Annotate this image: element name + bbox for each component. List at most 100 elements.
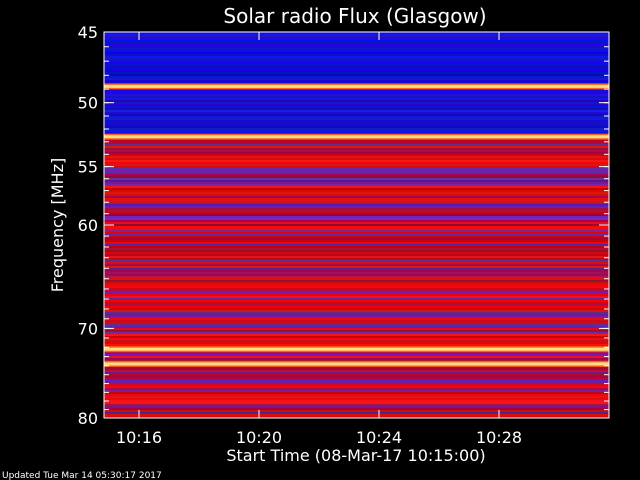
heatmap-row bbox=[104, 282, 609, 285]
heatmap-row bbox=[104, 322, 609, 325]
heatmap-row bbox=[104, 168, 609, 171]
heatmap-row bbox=[104, 370, 609, 373]
heatmap-row bbox=[104, 174, 609, 177]
heatmap-row bbox=[104, 274, 609, 277]
heatmap-row bbox=[104, 312, 609, 315]
heatmap-row bbox=[104, 286, 609, 289]
heatmap-row bbox=[104, 34, 609, 37]
heatmap-row bbox=[104, 152, 609, 155]
heatmap-row bbox=[104, 298, 609, 301]
heatmap-row bbox=[104, 36, 609, 39]
heatmap-row bbox=[104, 208, 609, 211]
heatmap-row bbox=[104, 260, 609, 263]
x-tick-label: 10:16 bbox=[116, 428, 162, 447]
y-tick-label: 50 bbox=[78, 94, 98, 113]
heatmap-row bbox=[104, 238, 609, 241]
heatmap-row bbox=[104, 148, 609, 151]
heatmap-row bbox=[104, 262, 609, 265]
heatmap-row bbox=[104, 378, 609, 381]
heatmap-row bbox=[104, 292, 609, 295]
heatmap-row bbox=[104, 416, 609, 419]
heatmap-row bbox=[104, 118, 609, 121]
heatmap-row bbox=[104, 144, 609, 147]
heatmap-row bbox=[104, 128, 609, 131]
heatmap-row bbox=[104, 396, 609, 399]
heatmap-row bbox=[104, 166, 609, 169]
heatmap-row bbox=[104, 328, 609, 331]
heatmap-row bbox=[104, 106, 609, 109]
heatmap-row bbox=[104, 100, 609, 103]
heatmap-row bbox=[104, 98, 609, 101]
heatmap-row bbox=[104, 388, 609, 391]
feature-band bbox=[104, 84, 609, 88]
heatmap-row bbox=[104, 280, 609, 283]
y-tick-label: 55 bbox=[78, 158, 98, 177]
heatmap-row bbox=[104, 64, 609, 67]
heatmap-row bbox=[104, 306, 609, 309]
heatmap-row bbox=[104, 410, 609, 413]
heatmap-row bbox=[104, 220, 609, 223]
heatmap-row bbox=[104, 186, 609, 189]
heatmap-row bbox=[104, 402, 609, 405]
heatmap-row bbox=[104, 354, 609, 357]
heatmap-row bbox=[104, 330, 609, 333]
heatmap-row bbox=[104, 188, 609, 191]
heatmap-row bbox=[104, 338, 609, 341]
heatmap-row bbox=[104, 264, 609, 267]
heatmap-row bbox=[104, 202, 609, 205]
heatmap-row bbox=[104, 368, 609, 371]
feature-band bbox=[104, 135, 609, 139]
heatmap-row bbox=[104, 236, 609, 239]
heatmap-row bbox=[104, 278, 609, 281]
heatmap-row bbox=[104, 244, 609, 247]
heatmap-row bbox=[104, 114, 609, 117]
heatmap-row bbox=[104, 296, 609, 299]
heatmap-row bbox=[104, 400, 609, 403]
heatmap-area bbox=[104, 32, 609, 419]
y-tick-label: 80 bbox=[78, 409, 98, 428]
heatmap-row bbox=[104, 386, 609, 389]
heatmap-row bbox=[104, 194, 609, 197]
heatmap-row bbox=[104, 132, 609, 135]
heatmap-row bbox=[104, 122, 609, 125]
heatmap-row bbox=[104, 180, 609, 183]
heatmap-row bbox=[104, 250, 609, 253]
heatmap-row bbox=[104, 414, 609, 417]
heatmap-row bbox=[104, 104, 609, 107]
heatmap-row bbox=[104, 32, 609, 35]
heatmap-row bbox=[104, 178, 609, 181]
heatmap-row bbox=[104, 302, 609, 305]
heatmap-row bbox=[104, 288, 609, 291]
heatmap-row bbox=[104, 56, 609, 59]
heatmap-row bbox=[104, 222, 609, 225]
heatmap-row bbox=[104, 142, 609, 145]
feature-band bbox=[104, 347, 609, 351]
heatmap-row bbox=[104, 226, 609, 229]
heatmap-row bbox=[104, 218, 609, 221]
updated-timestamp: Updated Tue Mar 14 05:30:17 2017 bbox=[2, 471, 162, 480]
y-tick-label: 70 bbox=[78, 319, 98, 338]
heatmap-row bbox=[104, 380, 609, 383]
heatmap-row bbox=[104, 182, 609, 185]
heatmap-row bbox=[104, 78, 609, 81]
heatmap-row bbox=[104, 68, 609, 71]
heatmap-row bbox=[104, 66, 609, 69]
heatmap-row bbox=[104, 342, 609, 345]
heatmap-row bbox=[104, 294, 609, 297]
feature-band bbox=[104, 362, 609, 366]
heatmap-row bbox=[104, 384, 609, 387]
heatmap-row bbox=[104, 60, 609, 63]
x-axis-label: Start Time (08-Mar-17 10:15:00) bbox=[226, 446, 485, 465]
heatmap-row bbox=[104, 230, 609, 233]
heatmap-row bbox=[104, 150, 609, 153]
heatmap-row bbox=[104, 170, 609, 173]
heatmap-row bbox=[104, 252, 609, 255]
heatmap-row bbox=[104, 320, 609, 323]
heatmap-row bbox=[104, 406, 609, 409]
heatmap-row bbox=[104, 120, 609, 123]
heatmap-row bbox=[104, 270, 609, 273]
heatmap-row bbox=[104, 276, 609, 279]
heatmap-row bbox=[104, 62, 609, 65]
heatmap-row bbox=[104, 308, 609, 311]
